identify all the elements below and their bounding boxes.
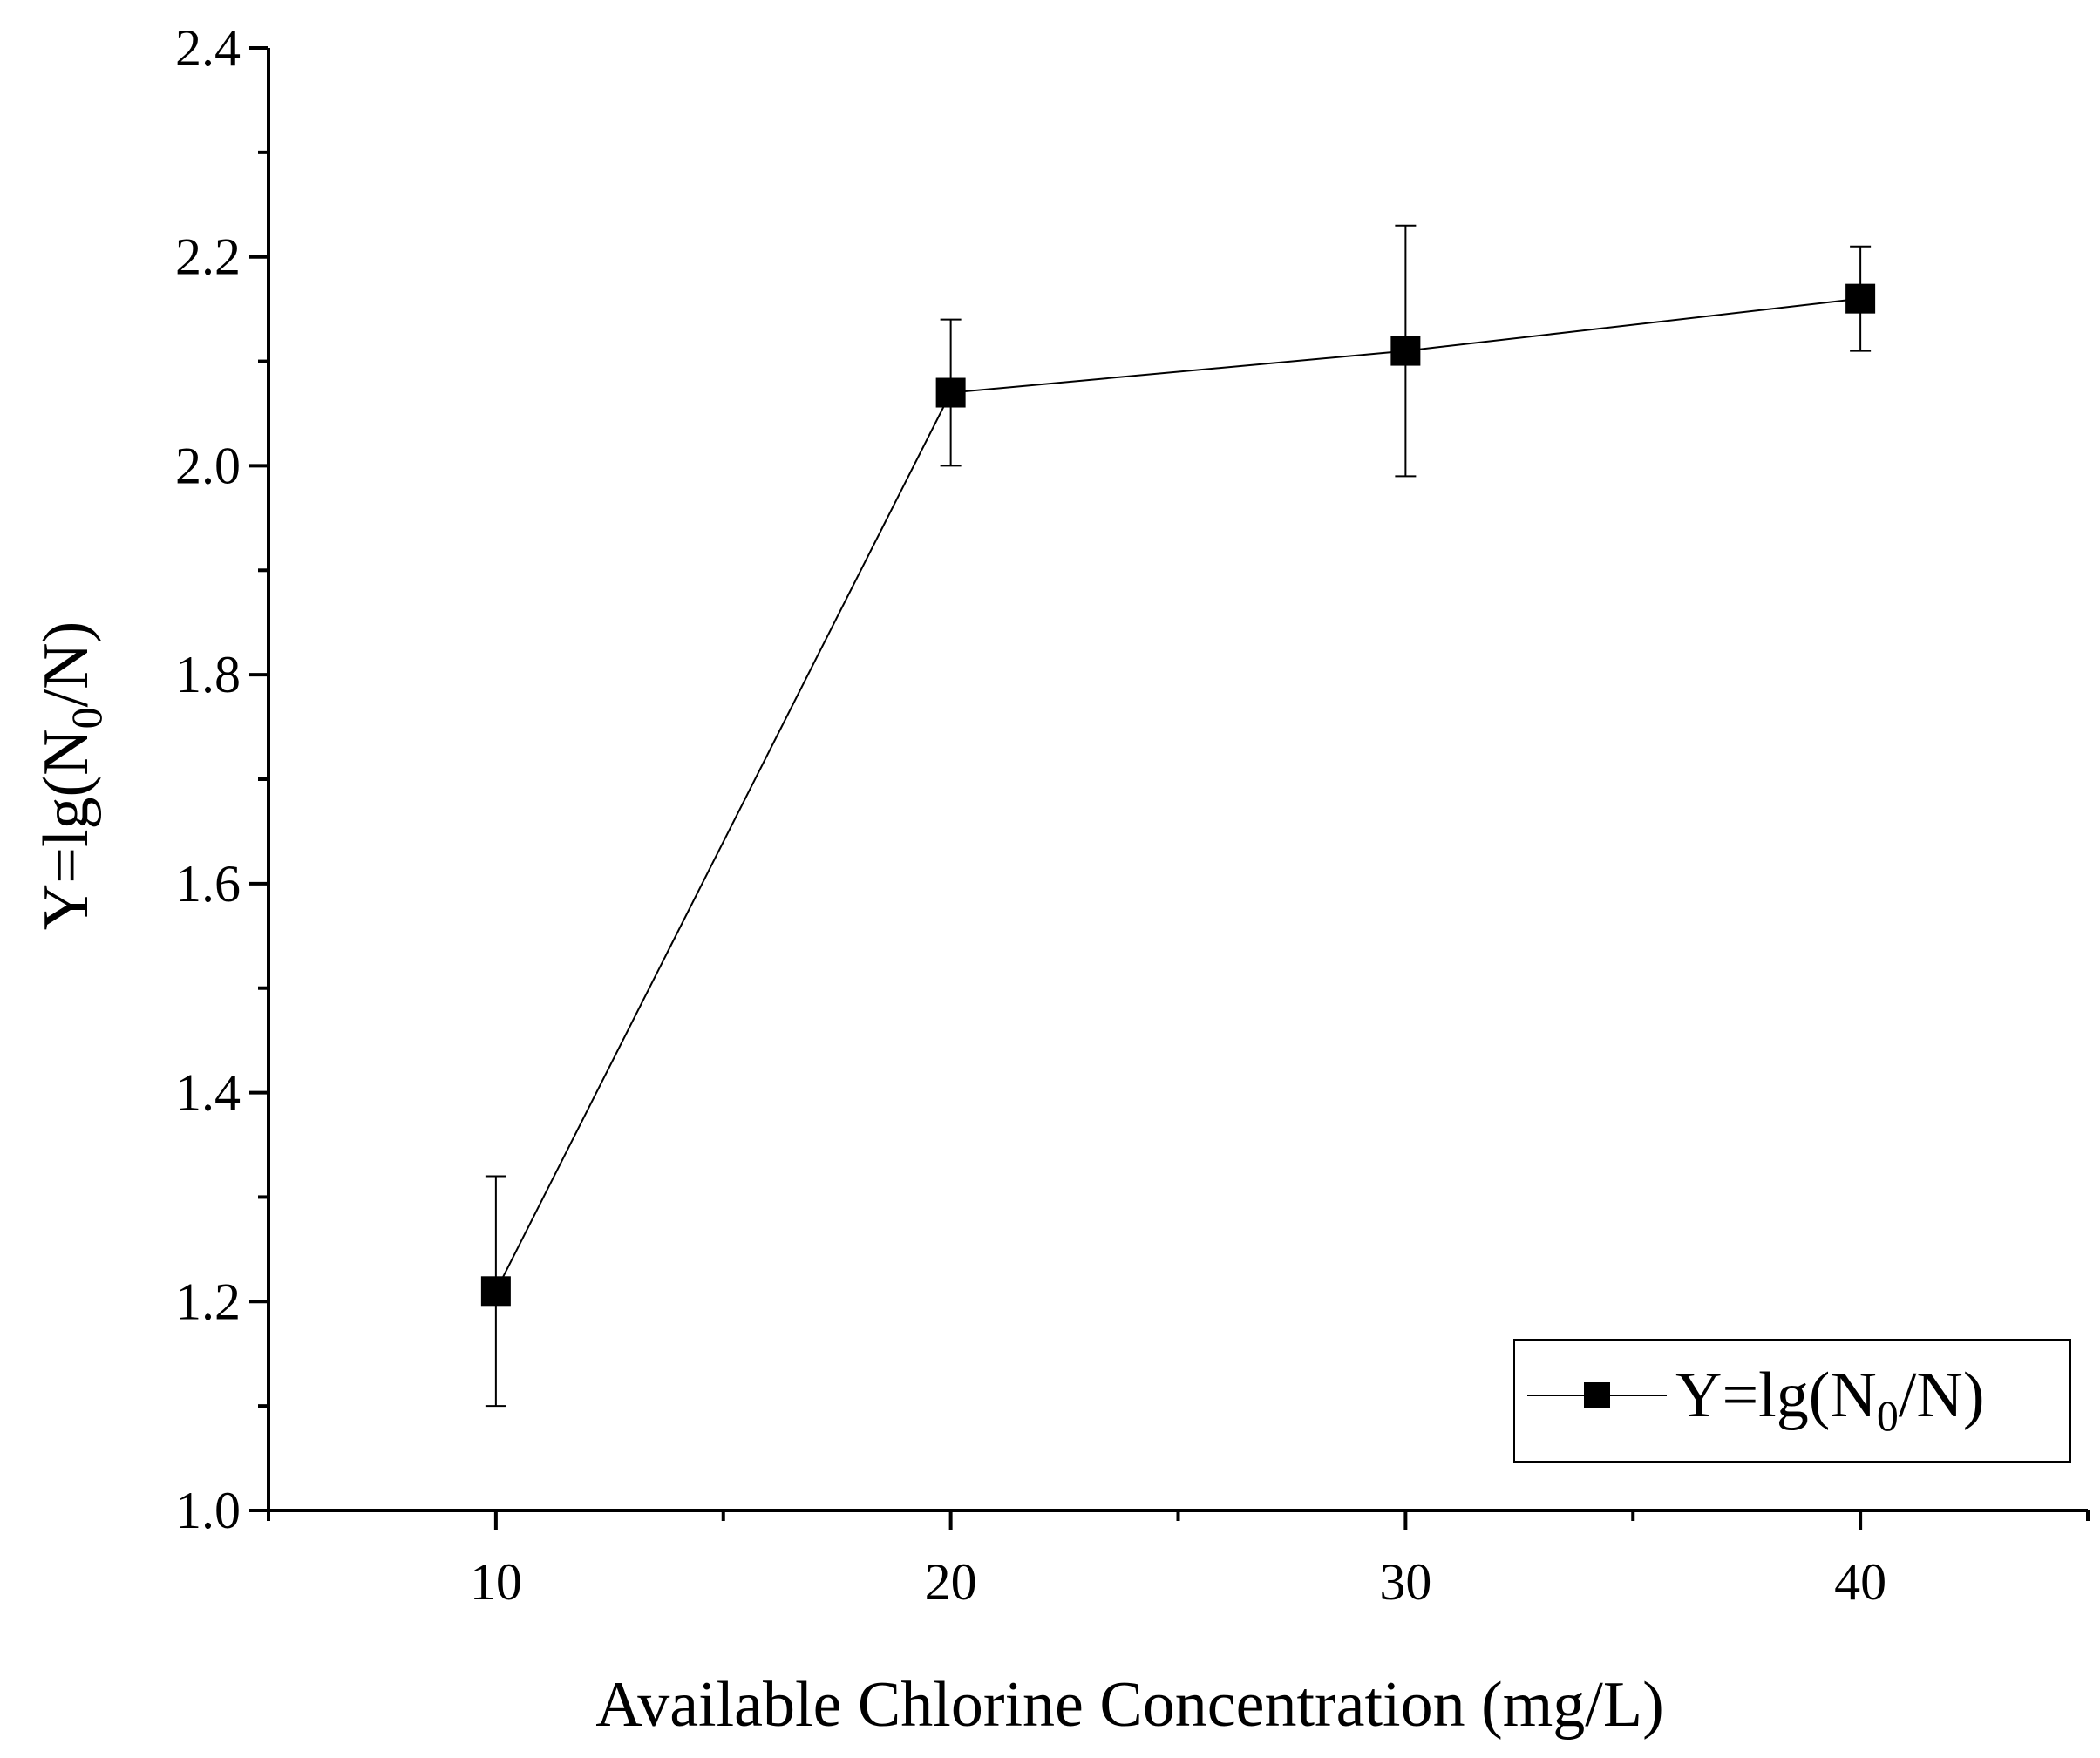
data-point <box>1845 283 1876 314</box>
y-tick-label: 1.8 <box>175 646 241 703</box>
y-axis-title-suffix: /N) <box>31 621 102 708</box>
axes: 1.0 1.2 1.4 1.6 1.8 2.0 2.2 2.4 10 20 30 40 <box>175 19 2090 1611</box>
y-tick-label: 1.0 <box>175 1482 241 1539</box>
y-tick-label: 1.4 <box>175 1064 241 1122</box>
y-tick-label: 1.2 <box>175 1273 241 1330</box>
series-line <box>494 297 1861 1292</box>
y-tick-label: 2.2 <box>175 228 241 286</box>
x-tick-label: 20 <box>925 1553 977 1611</box>
data-point <box>480 1276 511 1307</box>
data-point <box>935 377 966 408</box>
legend-label-prefix: Y=lg(N <box>1675 1360 1877 1431</box>
x-tick-label: 10 <box>470 1553 522 1611</box>
y-tick-label: 2.4 <box>175 19 241 77</box>
legend: Y=lg(N0/N) <box>1513 1339 2071 1463</box>
legend-label: Y=lg(N0/N) <box>1675 1360 1984 1440</box>
legend-label-subscript: 0 <box>1877 1391 1899 1440</box>
y-tick-label: 2.0 <box>175 437 241 494</box>
legend-marker <box>1584 1382 1610 1408</box>
legend-label-suffix: /N) <box>1899 1360 1985 1431</box>
x-tick-label: 30 <box>1379 1553 1431 1611</box>
y-tick-label: 1.6 <box>175 855 241 913</box>
y-axis-title: Y=lg(N0/N) <box>31 621 111 930</box>
series-layer <box>480 224 1876 1408</box>
y-axis-title-prefix: Y=lg(N <box>31 729 102 930</box>
x-tick-label: 40 <box>1834 1553 1886 1611</box>
data-point <box>1390 336 1421 366</box>
y-axis-title-subscript: 0 <box>62 707 111 729</box>
x-axis-title: Available Chlorine Concentration (mg/L) <box>595 1669 1663 1741</box>
